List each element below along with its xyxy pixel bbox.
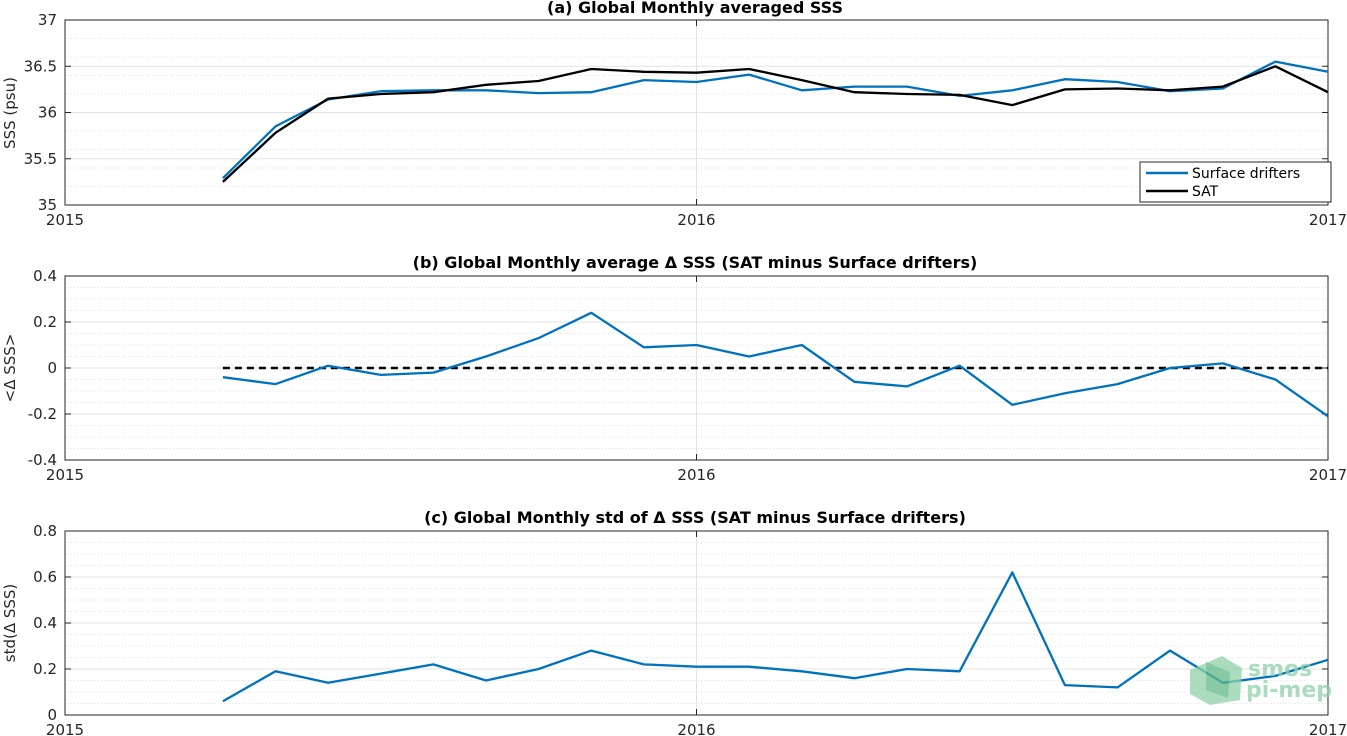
y-tick-label: -0.2: [28, 405, 57, 423]
panel-b-series: [222, 311, 1329, 418]
panel-b-axes: -0.4 -0.2 0 0.2 0.4 2015 2016 2017: [28, 267, 1347, 484]
panel-b-title: (b) Global Monthly average Δ SSS (SAT mi…: [413, 253, 978, 272]
x-tick-label: 2015: [46, 721, 84, 736]
x-tick-label: 2016: [677, 721, 715, 736]
y-tick-label: 0.4: [33, 614, 57, 632]
y-tick-label: 35.5: [24, 150, 57, 168]
y-tick-label: -0.4: [28, 451, 57, 469]
panel-b-ylabel: <Δ SSS>: [1, 334, 19, 403]
series-line-surface-drifters: [222, 60, 1329, 180]
series-line-sat: [222, 65, 1329, 183]
panel-a-axes: 35 35.5 36 36.5 37 2015 2016 2017: [24, 11, 1347, 229]
panel-a-sss-average: (a) Global Monthly averaged SSS SSS (psu…: [1, 0, 1347, 229]
x-tick-label: 2017: [1309, 466, 1347, 484]
y-tick-label: 36.5: [24, 57, 57, 75]
legend: Surface drifters SAT: [1139, 161, 1332, 203]
panel-c-axes: 0 0.2 0.4 0.6 0.8 2015 2016 2017: [33, 522, 1347, 736]
y-tick-label: 0.8: [33, 522, 57, 540]
x-tick-label: 2017: [1309, 721, 1347, 736]
logo-text-smos: smos: [1248, 657, 1312, 682]
panel-a-series: [222, 60, 1329, 183]
legend-label-surface-drifters: Surface drifters: [1192, 166, 1300, 182]
y-tick-label: 0.4: [33, 267, 57, 285]
x-tick-label: 2016: [677, 466, 715, 484]
panel-c-grid: [64, 530, 1329, 716]
logo-text-pi-mep: pi-mep: [1246, 678, 1332, 703]
y-tick-label: 0.2: [33, 313, 57, 331]
x-tick-label: 2016: [677, 211, 715, 229]
panel-c-std-delta-sss: (c) Global Monthly std of Δ SSS (SAT min…: [1, 508, 1347, 736]
panel-c-ylabel: std(Δ SSS): [1, 584, 19, 663]
series-line-series: [222, 571, 1329, 703]
logo-cube-face: [1206, 662, 1230, 698]
legend-label-sat: SAT: [1192, 184, 1219, 200]
y-tick-label: 0: [47, 359, 57, 377]
panel-a-title: (a) Global Monthly averaged SSS: [547, 0, 843, 17]
panel-a-grid: [64, 19, 1329, 206]
y-tick-label: 36: [38, 104, 57, 122]
y-tick-label: 0.2: [33, 660, 57, 678]
legend-box: [1139, 161, 1332, 203]
smos-pi-mep-logo: smos pi-mep: [1190, 656, 1332, 705]
x-tick-label: 2015: [46, 466, 84, 484]
x-tick-label: 2017: [1309, 211, 1347, 229]
panel-c-series: [222, 571, 1329, 703]
y-tick-label: 35: [38, 196, 57, 214]
y-tick-label: 37: [38, 11, 57, 29]
panel-a-ylabel: SSS (psu): [1, 77, 19, 149]
panel-b-delta-sss: (b) Global Monthly average Δ SSS (SAT mi…: [1, 253, 1347, 484]
panel-c-title: (c) Global Monthly std of Δ SSS (SAT min…: [424, 508, 966, 527]
series-line-series: [222, 311, 1329, 418]
y-tick-label: 0.6: [33, 568, 57, 586]
x-tick-label: 2015: [46, 211, 84, 229]
y-tick-label: 0: [47, 706, 57, 724]
